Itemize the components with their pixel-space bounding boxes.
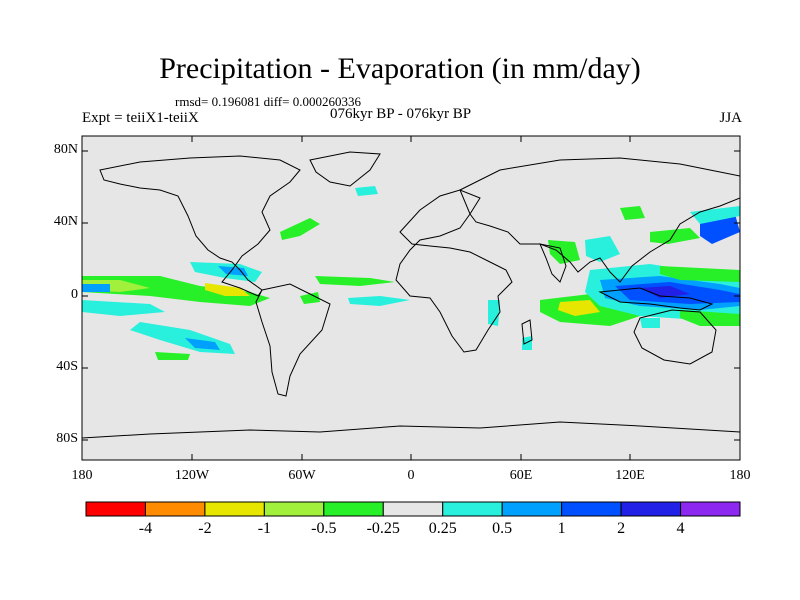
lat-tick-label: 80S [56,431,78,446]
season-label: JJA [719,110,742,126]
colorbar-label: 1 [557,520,566,537]
colorbar-label: -1 [257,520,272,537]
lon-tick-label: 0 [407,468,415,483]
colorbar-label: 2 [617,520,626,537]
lon-tick-label: 180 [71,468,93,483]
colorbar-swatch [85,501,146,517]
anomaly-tibet-green [620,206,645,220]
anomaly-central-america-yellow [205,283,250,296]
anomaly-africa-green [300,292,320,304]
anomaly-north-atlantic-green [280,218,320,240]
colorbar-label: -0.25 [366,520,400,537]
lat-tick-label: 40S [56,359,78,374]
colorbar-swatch [501,501,563,517]
anomaly-australia-cyan [640,318,660,328]
colorbar-label: 4 [676,520,685,537]
experiment-label: Expt = teiiX1-teiiX [82,110,199,126]
lon-tick-label: 120W [174,468,210,483]
coast-australia [633,309,717,365]
colorbar-swatch [263,501,325,517]
coastlines [82,151,740,439]
colorbar-label: 0.5 [492,520,513,537]
coast-greenland [309,151,381,187]
anomaly-atlantic-green [315,276,395,286]
lat-tick-label: 80N [53,142,78,157]
lon-tick-label: 180 [729,468,751,483]
coast-north-america [99,155,301,297]
coast-asia [459,157,740,283]
plot-title: Precipitation - Evaporation (in mm/day) [159,52,641,85]
anomaly-mexico-blue [218,266,248,276]
anomaly-nw-pacific-cyan [690,206,740,224]
coast-maritime [598,287,714,311]
anomaly-south-pacific-cyan [82,300,165,316]
coast-south-america [255,283,331,397]
colorbar-label: -4 [138,520,153,537]
anomaly-india-green [548,240,580,264]
anomaly-south-pacific-green [155,352,190,360]
colorbar-swatch [680,501,741,517]
colorbar-swatch [620,501,682,517]
colorbar-swatch [382,501,444,517]
anomaly-east-pacific-cyan-strip [82,284,110,292]
colorbar-swatch [561,501,622,517]
anomaly-south-pacific-east-green [680,310,740,326]
lat-tick-label: 40N [53,214,78,229]
colorbar-swatch [323,501,384,517]
coast-madagascar [521,319,533,345]
lon-tick-label: 60E [509,468,533,483]
lat-tick-label: 0 [71,287,78,302]
lon-tick-label: 60W [288,468,316,483]
anomaly-japan-green [650,228,700,244]
coast-antarctica [82,421,740,439]
colorbar-swatch [204,501,265,517]
colorbar-swatch [442,501,503,517]
anomaly-atlantic-cyan [348,296,410,306]
colorbar-label: -2 [198,520,212,537]
axis-ticks [81,136,741,460]
anomaly-indian-ocean-yellow [558,300,600,316]
coast-india [539,243,567,283]
colorbar-swatch [144,501,206,517]
anomaly-south-pacific-blue [185,338,220,350]
anomaly-east-africa-cyan [488,300,500,326]
stats-label: rmsd= 0.196081 diff= 0.000260336 [175,94,361,109]
anomaly-maritime-indigo [640,286,690,298]
anomaly-north-atlantic-cyan [355,186,378,196]
coast-europe-africa [395,189,513,353]
colorbar-label: 0.25 [428,520,457,537]
period-label: 076kyr BP - 076kyr BP [330,106,472,122]
anomaly-west-pacific-green [660,266,740,282]
anomaly-asia-cyan [585,236,620,262]
colorbar-label: -0.5 [311,520,337,537]
lon-tick-label: 120E [615,468,645,483]
field-anomalies [82,186,740,360]
